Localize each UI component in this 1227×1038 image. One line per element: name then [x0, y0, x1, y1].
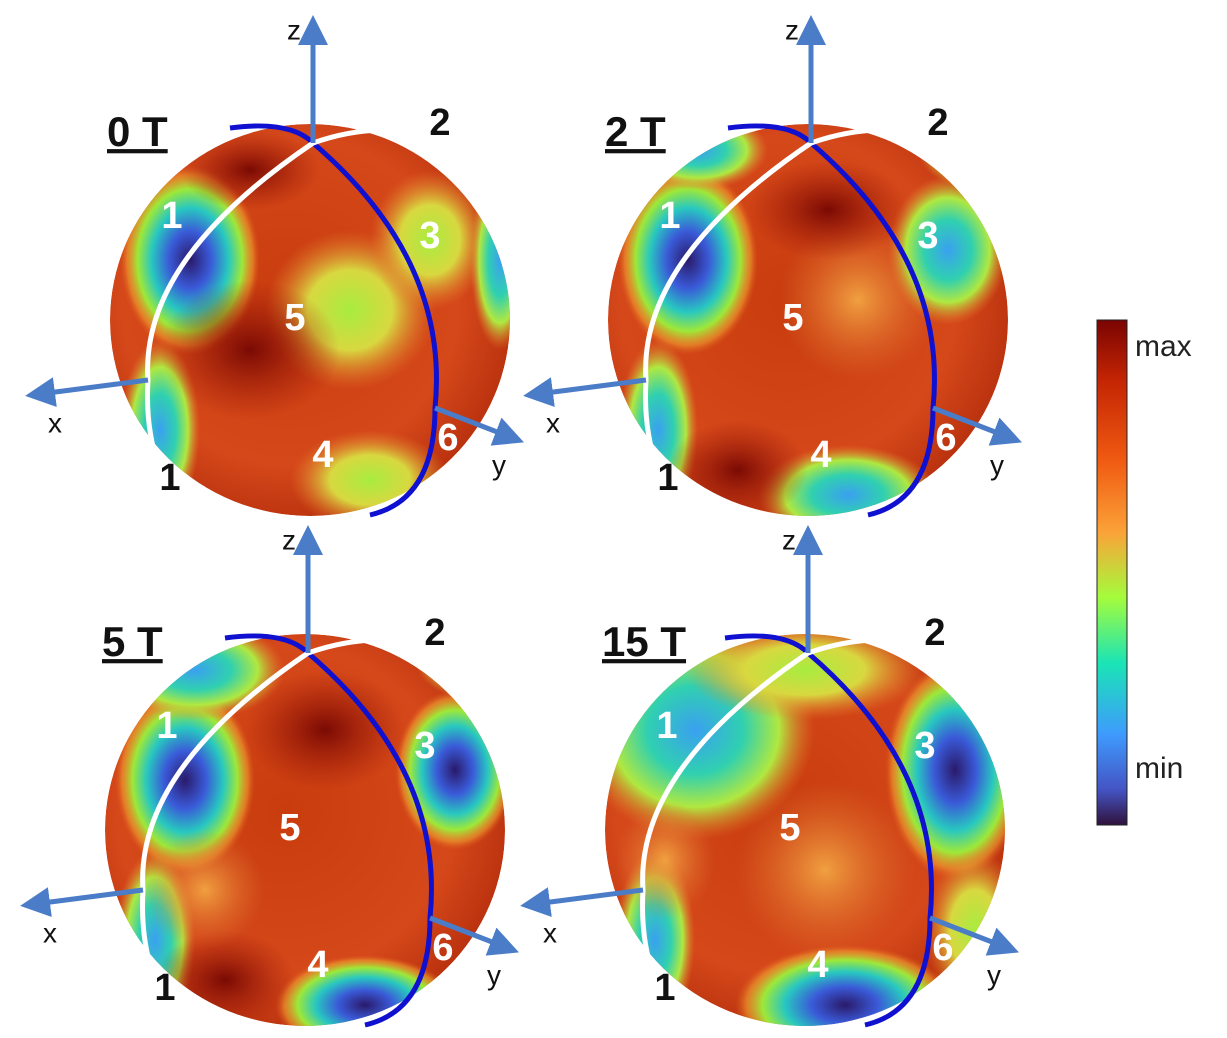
y-axis	[429, 915, 519, 956]
x-axis	[523, 377, 647, 407]
region-label: 6	[932, 927, 953, 969]
sphere-region	[275, 955, 455, 1026]
z-label: z	[782, 524, 796, 555]
region-label: 2	[429, 102, 450, 144]
blue-circle	[724, 633, 934, 1028]
sphere-region	[668, 420, 808, 516]
panel: z x y 0 T 1 1 2 3 4 5 6	[25, 14, 524, 518]
panel-title: 5 T	[102, 618, 163, 665]
x-label: x	[543, 917, 557, 948]
region-label: 1	[656, 705, 677, 747]
x-axis	[20, 887, 144, 917]
region-label: 6	[432, 927, 453, 969]
sphere-region	[888, 175, 1008, 325]
region-label: 5	[284, 297, 305, 339]
blue-circle	[727, 123, 937, 518]
colorbar-max: max	[1135, 330, 1192, 363]
sphere-region	[395, 690, 505, 850]
x-label: x	[546, 407, 560, 438]
sphere-region	[370, 170, 490, 310]
sphere-region	[470, 170, 510, 350]
sphere-region	[180, 130, 320, 210]
panel: z x y 5 T 1 1 2 3 4 5 6	[20, 524, 519, 1028]
sphere-region	[748, 160, 908, 260]
x-label: x	[48, 407, 62, 438]
x-axis	[25, 377, 149, 407]
region-label: 1	[154, 967, 175, 1009]
region-label: 5	[779, 807, 800, 849]
region-label: 5	[782, 297, 803, 339]
x-axis	[520, 887, 644, 917]
blue-circle	[224, 633, 434, 1028]
sphere-region	[685, 634, 925, 720]
sphere-region	[735, 780, 915, 960]
region-label: 1	[654, 967, 675, 1009]
sphere-region	[145, 830, 265, 950]
white-circle	[640, 637, 881, 981]
region-label: 5	[279, 807, 300, 849]
sphere-region	[160, 280, 340, 420]
region-label: 2	[924, 612, 945, 654]
region-label: 3	[419, 215, 440, 257]
region-label: 6	[935, 417, 956, 459]
region-label: 1	[159, 457, 180, 499]
sphere-region	[245, 670, 405, 790]
y-axis	[434, 405, 524, 446]
region-label: 4	[807, 944, 828, 986]
sphere-region	[615, 800, 715, 920]
y-axis	[932, 405, 1022, 446]
panel: z x y 2 T 1 1 2 3 4 5 6	[523, 14, 1022, 518]
region-label: 2	[927, 102, 948, 144]
y-label: y	[487, 959, 501, 990]
panel-title: 0 T	[107, 108, 168, 155]
region-label: 4	[307, 944, 328, 986]
region-label: 6	[437, 417, 458, 459]
y-label: y	[990, 449, 1004, 480]
region-label: 1	[659, 195, 680, 237]
region-label: 2	[424, 612, 445, 654]
region-label: 4	[810, 434, 831, 476]
region-label: 4	[312, 434, 333, 476]
y-label: y	[492, 449, 506, 480]
region-label: 1	[161, 195, 182, 237]
panel: z x y 15 T 1 1 2 3 4 5 6	[520, 524, 1019, 1028]
white-circle	[643, 127, 884, 471]
y-axis	[929, 915, 1019, 956]
panel-title: 15 T	[602, 618, 686, 665]
panel-title: 2 T	[605, 108, 666, 155]
z-label: z	[287, 14, 301, 45]
white-circle	[140, 637, 381, 981]
region-label: 1	[657, 457, 678, 499]
z-label: z	[282, 524, 296, 555]
x-label: x	[43, 917, 57, 948]
z-label: z	[785, 14, 799, 45]
colorbar	[1096, 319, 1128, 826]
region-label: 1	[156, 705, 177, 747]
sphere-region	[618, 165, 758, 355]
region-label: 3	[414, 725, 435, 767]
region-label: 3	[914, 725, 935, 767]
white-circle	[145, 127, 386, 471]
sphere-region	[735, 945, 955, 1026]
colorbar-min: min	[1135, 752, 1183, 785]
region-label: 3	[917, 215, 938, 257]
sphere	[110, 124, 510, 516]
blue-circle	[229, 123, 439, 518]
y-label: y	[987, 959, 1001, 990]
